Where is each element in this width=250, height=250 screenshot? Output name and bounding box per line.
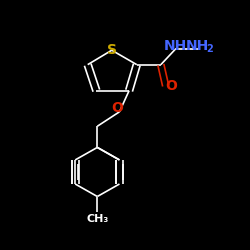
Text: CH₃: CH₃ (86, 214, 108, 224)
Text: NH: NH (164, 39, 187, 53)
Text: NH: NH (186, 39, 209, 53)
Text: 2: 2 (206, 44, 213, 54)
Text: S: S (107, 43, 117, 57)
Text: O: O (112, 101, 124, 115)
Text: O: O (166, 79, 177, 93)
